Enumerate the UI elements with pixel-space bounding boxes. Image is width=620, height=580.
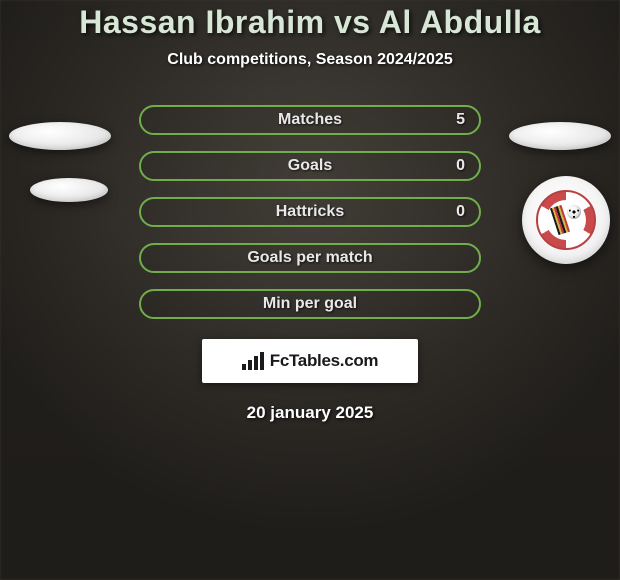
stat-right-value: 0 xyxy=(456,203,465,221)
stat-label: Matches xyxy=(278,111,342,129)
brand-text: FcTables.com xyxy=(270,351,379,371)
card-content: Hassan Ibrahim vs Al Abdulla Club compet… xyxy=(0,0,620,423)
stat-label: Min per goal xyxy=(263,295,357,313)
stat-row: Min per goal xyxy=(139,289,481,319)
stat-right-value: 5 xyxy=(456,111,465,129)
subtitle: Club competitions, Season 2024/2025 xyxy=(167,51,452,69)
brand-badge: FcTables.com xyxy=(202,339,418,383)
stat-row: Goals 0 xyxy=(139,151,481,181)
stat-right-value: 0 xyxy=(456,157,465,175)
date-text: 20 january 2025 xyxy=(247,403,374,423)
stat-label: Goals xyxy=(288,157,332,175)
page-title: Hassan Ibrahim vs Al Abdulla xyxy=(79,4,541,41)
stat-label: Goals per match xyxy=(247,249,372,267)
bars-icon xyxy=(242,352,264,370)
stat-row: Hattricks 0 xyxy=(139,197,481,227)
stats-container: Matches 5 Goals 0 Hattricks 0 Goals per match M… xyxy=(0,105,620,319)
stat-row: Matches 5 xyxy=(139,105,481,135)
stat-label: Hattricks xyxy=(276,203,344,221)
stat-row: Goals per match xyxy=(139,243,481,273)
